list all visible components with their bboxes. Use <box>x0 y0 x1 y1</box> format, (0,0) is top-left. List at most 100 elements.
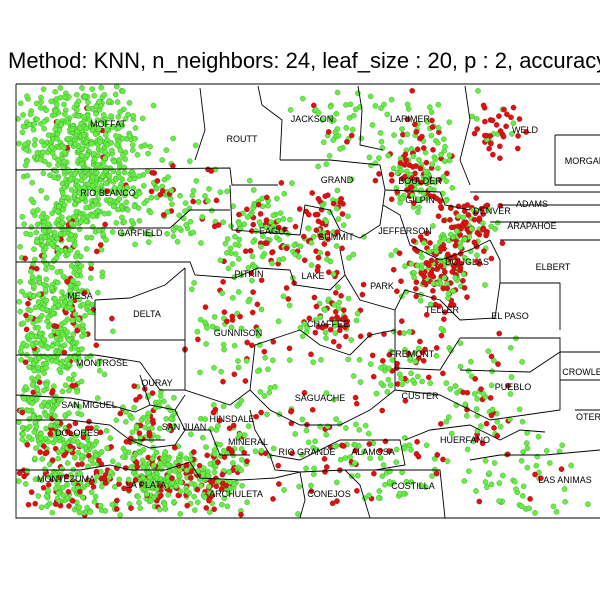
green-point <box>24 467 31 474</box>
green-point <box>508 374 515 380</box>
green-point <box>489 406 496 413</box>
green-point <box>72 311 79 317</box>
green-point <box>148 194 155 201</box>
red-point <box>305 211 312 218</box>
green-point <box>227 245 234 251</box>
red-point <box>202 304 209 310</box>
red-point <box>386 351 393 358</box>
green-point <box>446 152 453 159</box>
green-point <box>218 501 225 508</box>
red-point <box>516 116 523 122</box>
red-point <box>72 420 79 427</box>
green-point <box>190 187 197 194</box>
green-point <box>60 206 67 213</box>
green-point <box>265 202 271 209</box>
red-point <box>149 417 156 424</box>
green-point <box>280 216 287 222</box>
red-point <box>131 383 137 389</box>
red-point <box>532 471 538 478</box>
red-point <box>483 203 489 209</box>
red-point <box>353 400 360 407</box>
green-point <box>194 499 201 506</box>
red-point <box>490 151 496 158</box>
green-point <box>206 186 212 192</box>
border-lasanimas <box>469 449 600 461</box>
green-point <box>334 187 341 194</box>
green-point <box>261 393 268 399</box>
green-point <box>72 171 78 177</box>
red-point <box>158 492 164 499</box>
red-point <box>257 211 264 217</box>
red-point <box>474 229 481 236</box>
red-point <box>149 169 155 176</box>
green-point <box>398 139 404 145</box>
green-point <box>21 221 27 227</box>
green-point <box>91 498 98 505</box>
green-point <box>37 330 44 337</box>
green-point <box>61 94 68 100</box>
green-point <box>375 494 382 501</box>
red-point <box>41 443 47 450</box>
red-point <box>208 168 214 174</box>
green-point <box>203 341 209 347</box>
green-point <box>160 398 167 405</box>
red-point <box>478 386 484 392</box>
red-point <box>489 117 496 124</box>
county-label-mineral: MINERAL <box>228 437 268 447</box>
red-point <box>123 438 130 445</box>
county-label-gunnison: GUNNISON <box>214 328 263 338</box>
border-jackson-larimer <box>357 85 384 151</box>
green-point <box>412 349 418 356</box>
green-point <box>433 248 440 255</box>
green-point <box>516 406 523 413</box>
green-point <box>418 482 424 489</box>
red-point <box>314 267 321 274</box>
green-point <box>40 170 47 177</box>
green-point <box>58 122 65 128</box>
green-point <box>41 253 48 259</box>
red-point <box>480 248 487 254</box>
green-point <box>332 330 339 336</box>
green-point <box>36 291 42 298</box>
border-dolores <box>16 419 165 441</box>
green-point <box>52 475 59 482</box>
green-point <box>427 185 433 192</box>
green-point <box>287 107 294 113</box>
green-point <box>32 136 38 143</box>
green-point <box>110 328 116 335</box>
red-point <box>409 175 416 181</box>
green-point <box>464 446 471 453</box>
red-point <box>74 327 80 334</box>
green-point <box>165 492 171 498</box>
green-point <box>73 432 79 439</box>
green-point <box>17 308 24 315</box>
green-point <box>31 429 38 435</box>
green-point <box>264 411 270 418</box>
green-point <box>215 478 222 484</box>
green-point <box>421 240 427 246</box>
green-point <box>333 416 339 422</box>
green-point <box>98 117 105 124</box>
green-point <box>381 101 387 108</box>
green-point <box>48 285 55 292</box>
green-point <box>73 178 80 184</box>
green-point <box>30 293 37 299</box>
border-huerfano <box>404 424 546 441</box>
red-point <box>476 215 483 221</box>
county-label-jefferson: JEFFERSON <box>378 226 432 236</box>
green-point <box>297 324 304 331</box>
green-point <box>55 490 62 496</box>
green-point <box>111 483 118 490</box>
red-point <box>242 248 249 254</box>
green-point <box>235 358 241 364</box>
green-point <box>478 423 484 429</box>
red-point <box>148 188 155 195</box>
green-point <box>159 157 165 163</box>
green-point <box>41 399 48 406</box>
red-point <box>505 382 511 389</box>
green-point <box>70 480 77 487</box>
green-point <box>80 132 87 138</box>
green-point <box>310 471 317 478</box>
green-point <box>427 380 434 386</box>
green-point <box>365 430 372 437</box>
